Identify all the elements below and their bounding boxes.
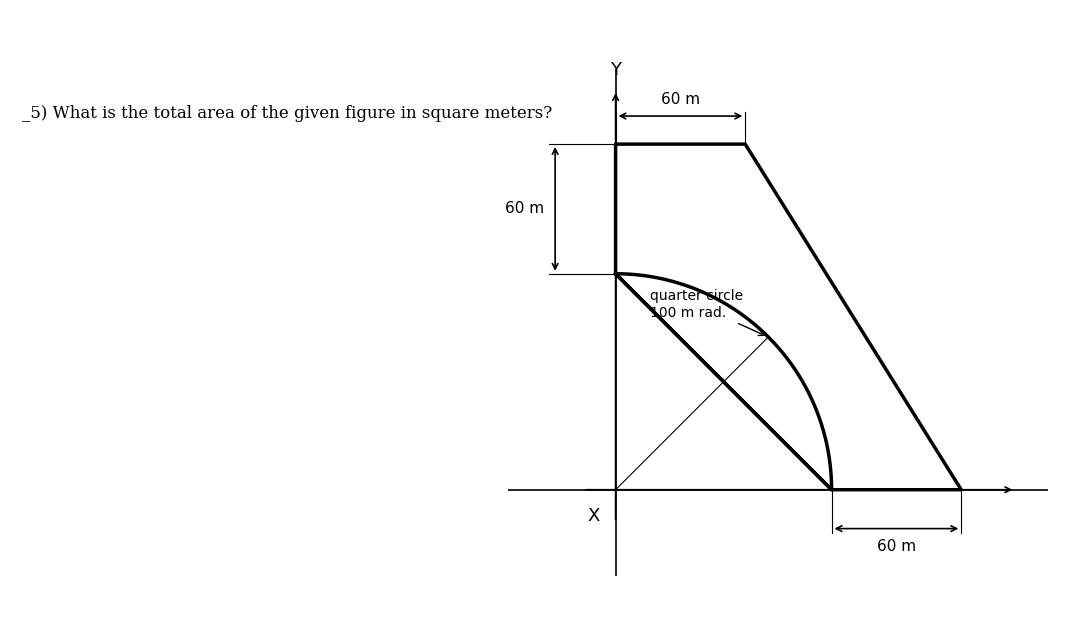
Text: 60 m: 60 m bbox=[661, 92, 700, 107]
Text: X: X bbox=[588, 507, 600, 525]
Text: quarter circle
100 m rad.: quarter circle 100 m rad. bbox=[649, 289, 765, 336]
Text: 60 m: 60 m bbox=[505, 202, 544, 216]
Text: Y: Y bbox=[610, 61, 621, 80]
Text: 60 m: 60 m bbox=[877, 539, 916, 554]
Polygon shape bbox=[616, 144, 961, 490]
Text: _5) What is the total area of the given figure in square meters?: _5) What is the total area of the given … bbox=[22, 106, 552, 122]
